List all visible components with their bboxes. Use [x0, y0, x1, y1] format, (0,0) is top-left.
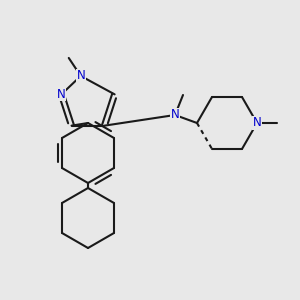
Text: N: N [253, 116, 261, 130]
Text: N: N [171, 109, 179, 122]
Text: N: N [57, 88, 66, 101]
Text: N: N [76, 70, 85, 83]
